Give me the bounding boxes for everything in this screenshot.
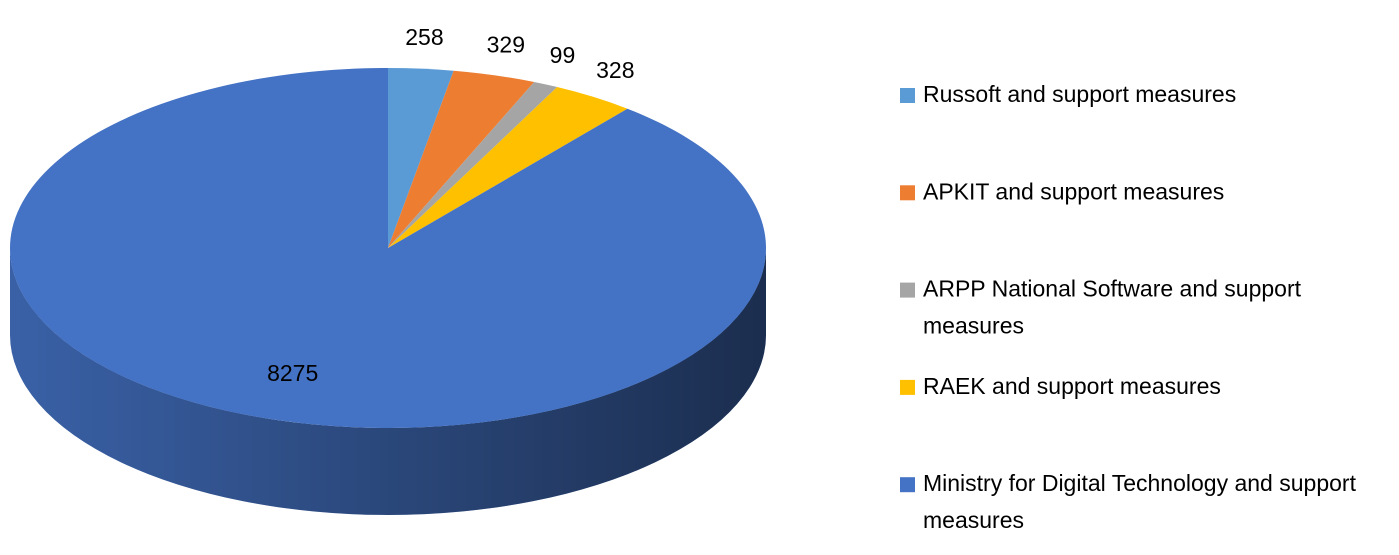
legend-swatch <box>900 282 915 298</box>
legend-label: Ministry for Digital Technology and supp… <box>923 470 1357 533</box>
pie-tops <box>9 68 767 428</box>
legend-label: RAEK and support measures <box>923 373 1221 399</box>
pie-sides <box>10 248 766 515</box>
legend-label: APKIT and support measures <box>923 178 1224 204</box>
legend-swatch <box>900 477 915 493</box>
slice-side-shade <box>10 248 766 515</box>
legend-swatch <box>900 185 915 201</box>
slice <box>388 87 628 248</box>
data-label: 328 <box>596 57 634 83</box>
legend-swatch <box>900 88 915 103</box>
legend-label: ARPP National Software and support measur… <box>923 276 1302 339</box>
legend: Russoft and support measures APKIT and su… <box>900 81 1357 533</box>
data-label: 258 <box>405 24 443 50</box>
slice <box>388 68 454 248</box>
legend-line: Ministry for Digital Technology and supp… <box>923 470 1357 496</box>
data-labels: 258 329 99 328 8275 <box>267 24 634 386</box>
data-label: 99 <box>550 42 576 68</box>
slice <box>9 68 767 428</box>
slice <box>388 82 558 248</box>
data-label: 329 <box>487 32 525 58</box>
legend-label: Russoft and support measures <box>923 81 1236 107</box>
legend-swatch <box>900 379 915 395</box>
data-label: 8275 <box>267 360 318 386</box>
legend-line: ARPP National Software and support <box>923 276 1302 302</box>
legend-line: measures <box>923 313 1024 339</box>
slice <box>388 70 535 249</box>
legend-line: measures <box>923 507 1024 533</box>
